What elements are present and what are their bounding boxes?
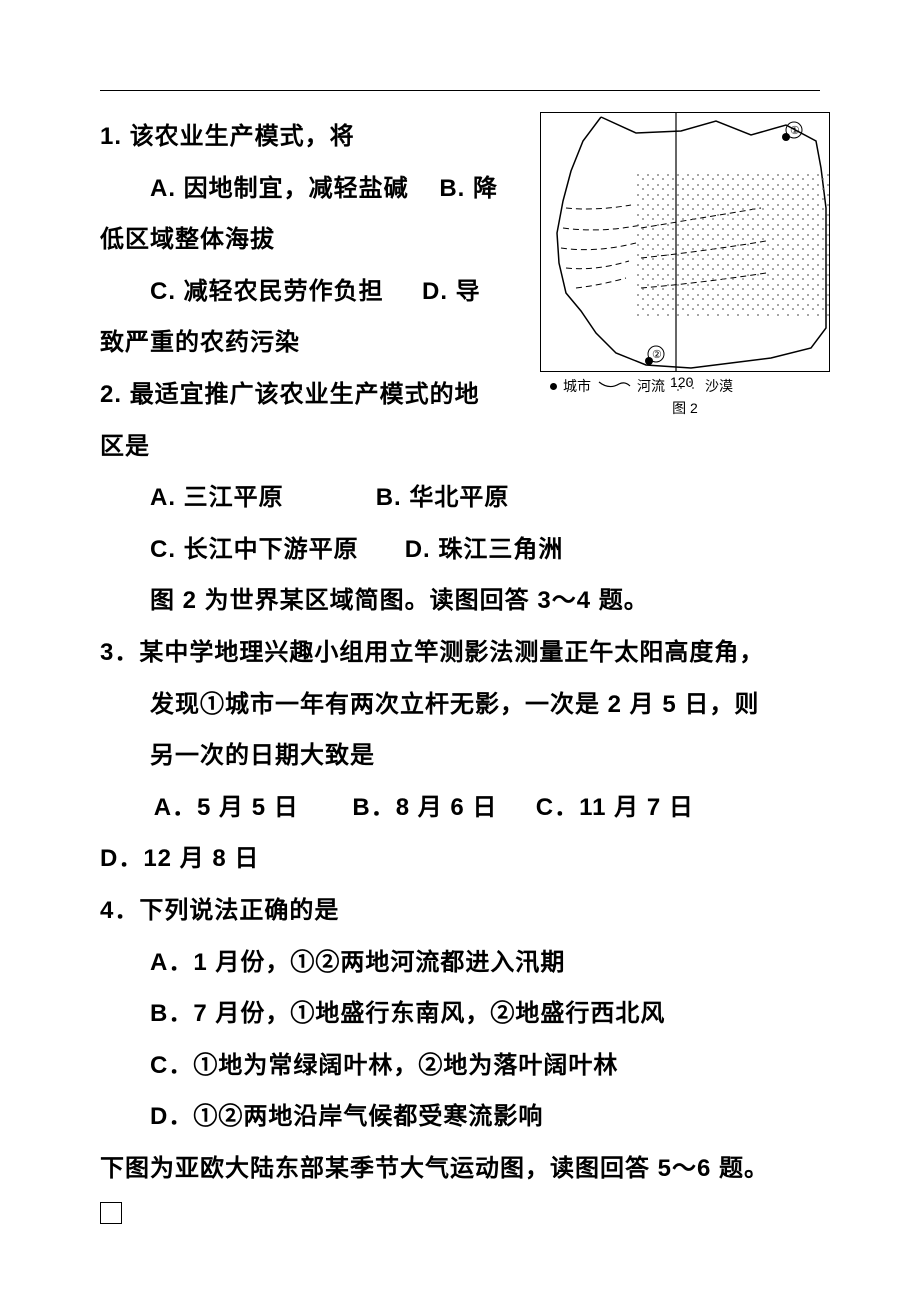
q1-optD: D. 导 (422, 278, 481, 305)
q4-optA: A．1 月份，①②两地河流都进入汛期 (100, 937, 820, 989)
q2-line1: 2. 最适宜推广该农业生产模式的地 (100, 369, 510, 421)
q1-optC: C. 减轻农民劳作负担 (100, 278, 384, 305)
q3-stem2: 发现①城市一年有两次立杆无影，一次是 2 月 5 日，则 (100, 679, 820, 731)
q2-stem: 最适宜推广该农业生产模式的地 (130, 381, 480, 408)
river-line (566, 205, 631, 209)
q2-stem-cont: 区是 (100, 421, 820, 473)
q4-prefix: 4． (100, 897, 139, 924)
instruction-3-4: 图 2 为世界某区域简图。读图回答 3～4 题。 (100, 575, 820, 627)
q1-optA: A. 因地制宜，减轻盐碱 (100, 175, 409, 202)
q4-optD: D．①②两地沿岸气候都受寒流影响 (100, 1091, 820, 1143)
q3-stem3: 另一次的日期大致是 (100, 730, 820, 782)
city-2-label: ② (652, 349, 662, 361)
legend-city-text: 城市 (563, 376, 591, 396)
q1-prefix: 1. (100, 123, 130, 150)
q3-optD: D．12 月 8 日 (100, 833, 820, 885)
map-box: ① ② (540, 112, 830, 372)
figure-2-container: ① ② 120 城市 河流 (540, 112, 830, 417)
city-1-label: ① (790, 125, 800, 137)
q2-optD: D. 珠江三角洲 (405, 536, 564, 563)
q3-optA: A．5 月 5 日 (154, 794, 299, 821)
q2-optA: A. 三江平原 (100, 484, 284, 511)
legend-city-icon (550, 383, 557, 390)
city-1-dot (782, 133, 790, 141)
q3-prefix: 3． (100, 639, 139, 666)
q3-stem1: 某中学地理兴趣小组用立竿测影法测量正午太阳高度角， (139, 639, 764, 666)
figure-caption: 图 2 (540, 398, 830, 418)
q4-optB: B．7 月份，①地盛行东南风，②地盛行西北风 (100, 988, 820, 1040)
river-line (561, 243, 636, 250)
q4-line1: 4．下列说法正确的是 (100, 885, 820, 937)
q1-opts-ab: A. 因地制宜，减轻盐碱 B. 降 (100, 163, 510, 215)
legend-river-text: 河流 (637, 376, 665, 396)
q3-line1: 3．某中学地理兴趣小组用立竿测影法测量正午太阳高度角， (100, 627, 820, 679)
q4-stem: 下列说法正确的是 (139, 897, 339, 924)
q2-opts-cd: C. 长江中下游平原 D. 珠江三角洲 (100, 524, 820, 576)
q3-optC: C．11 月 7 日 (536, 794, 694, 821)
q3-opts-abc: A．5 月 5 日 B．8 月 6 日 C．11 月 7 日 (100, 782, 820, 834)
figure-placeholder-box (100, 1202, 122, 1224)
q3-optB: B．8 月 6 日 (352, 794, 497, 821)
q2-optB: B. 华北平原 (376, 484, 510, 511)
q2-optC: C. 长江中下游平原 (100, 536, 359, 563)
legend-desert-text: 沙漠 (705, 376, 733, 396)
legend-river-icon (597, 380, 631, 392)
river-line (576, 278, 626, 288)
longitude-label: 120 (670, 374, 693, 390)
q1-opts-cd: C. 减轻农民劳作负担 D. 导 (100, 266, 510, 318)
desert-pattern (636, 173, 830, 318)
q4-optC: C．①地为常绿阔叶林，②地为落叶阔叶林 (100, 1040, 820, 1092)
river-line (566, 261, 629, 269)
desert-dots-svg (636, 173, 830, 318)
river-line (563, 225, 641, 230)
q1-optB: B. 降 (439, 175, 498, 202)
q2-prefix: 2. (100, 381, 130, 408)
q1-stem: 该农业生产模式，将 (130, 123, 355, 150)
instruction-5-6: 下图为亚欧大陆东部某季节大气运动图，读图回答 5～6 题。 (100, 1143, 820, 1195)
q2-opts-ab: A. 三江平原 B. 华北平原 (100, 472, 820, 524)
top-separator (100, 90, 820, 91)
